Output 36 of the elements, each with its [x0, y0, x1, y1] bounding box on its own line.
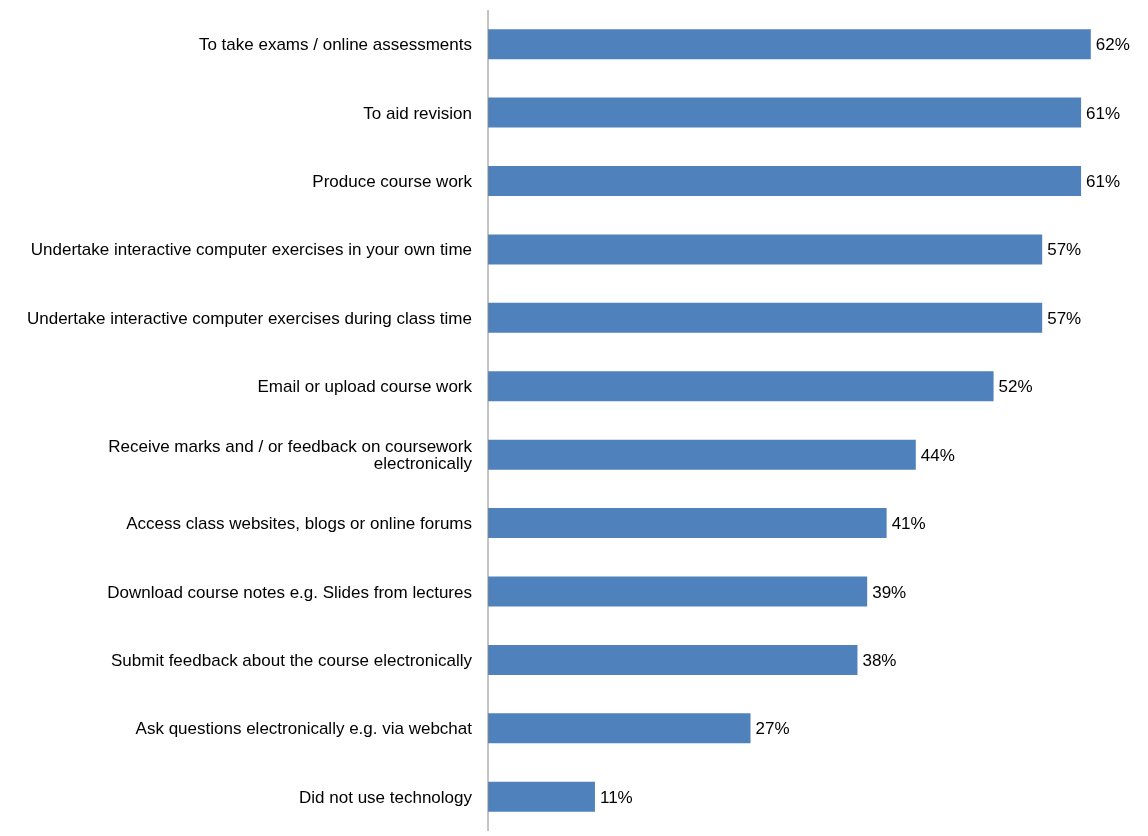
bar: [488, 576, 868, 607]
bar: [488, 371, 994, 402]
bar: [488, 302, 1043, 333]
data-label: 61%: [1086, 103, 1121, 123]
bar: [488, 97, 1082, 128]
y-tick-label: Submit feedback about the course electronically: [111, 650, 473, 670]
y-tick-label: Access class websites, blogs or online forums: [126, 514, 472, 534]
y-tick-label: Produce course work: [312, 172, 473, 192]
y-tick-label: To take exams / online assessments: [198, 35, 472, 55]
data-label: 39%: [872, 582, 907, 602]
bar: [488, 713, 751, 744]
data-label: 27%: [755, 719, 790, 739]
y-tick-label: Did not use technology: [299, 787, 473, 807]
y-tick-label: Undertake interactive computer exercises in your own time: [30, 240, 472, 260]
y-tick-label: To aid revision: [363, 103, 472, 123]
data-label: 52%: [998, 377, 1033, 397]
y-tick-label: Email or upload course work: [257, 377, 473, 397]
data-label: 57%: [1047, 308, 1082, 328]
bar: [488, 508, 887, 539]
bar: [488, 165, 1082, 196]
bar: [488, 644, 858, 675]
y-tick-label: Download course notes e.g. Slides from lectures: [107, 582, 472, 602]
bar: [488, 234, 1043, 265]
data-label: 62%: [1095, 35, 1130, 55]
y-tick-label: Ask questions electronically e.g. via webchat: [135, 719, 473, 739]
data-label: 38%: [862, 650, 897, 670]
data-label: 61%: [1086, 172, 1121, 192]
y-tick-label: Undertake interactive computer exercises during class time: [26, 308, 472, 328]
y-tick-label: Receive marks and / or feedback on coursework electronically: [108, 437, 473, 474]
data-label: 41%: [891, 514, 926, 534]
bar: [488, 781, 595, 812]
data-label: 44%: [920, 445, 955, 465]
data-label: 57%: [1047, 240, 1082, 260]
bar: [488, 29, 1091, 60]
bar: [488, 439, 916, 470]
data-label: 11%: [599, 787, 633, 807]
